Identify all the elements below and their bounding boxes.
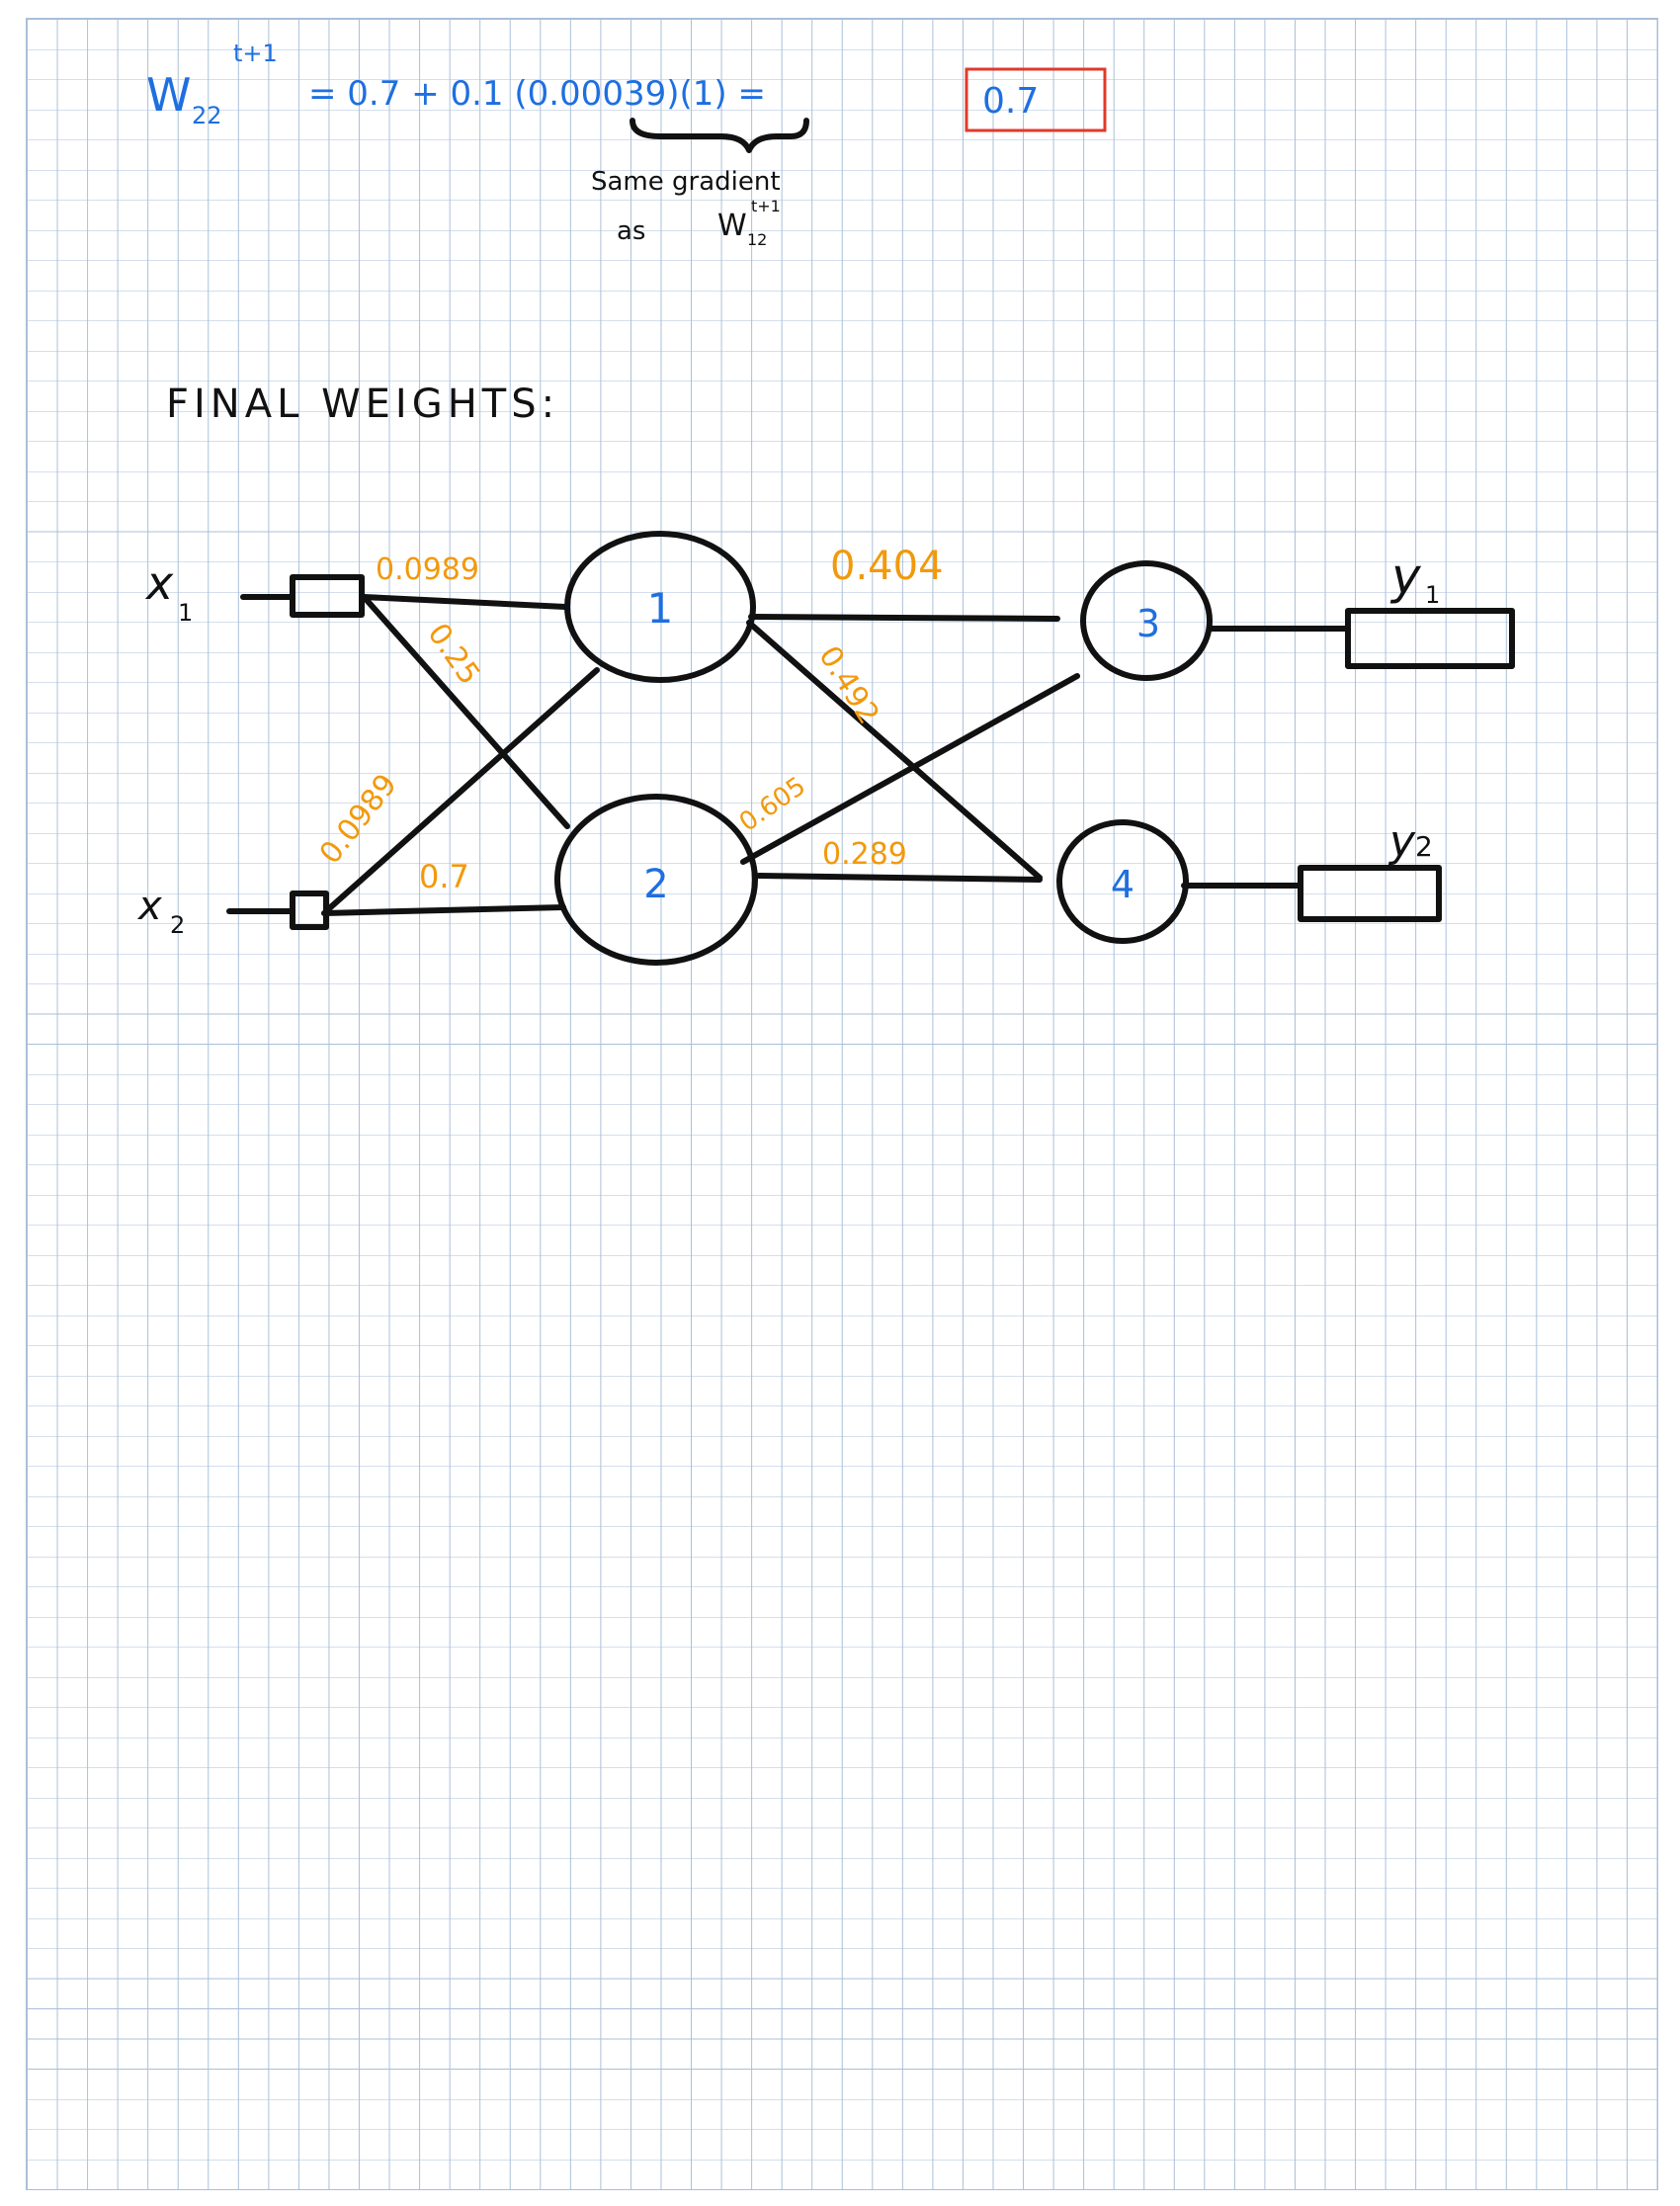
network-diagram: 1 2 3 4 x 1 x 2 y 1 y 2 0.0989 0.25 0.09… (136, 531, 1515, 966)
weight-h1-o3: 0.404 (830, 544, 944, 589)
final-weights-heading: FINAL WEIGHTS: (166, 382, 559, 427)
weight-x2-h2: 0.7 (419, 858, 469, 895)
edge-h2-o3 (740, 673, 1080, 865)
output-y1-label: y (1389, 548, 1422, 605)
edge-x1-h1 (361, 594, 568, 610)
output-box-y1 (1345, 608, 1515, 669)
output-node-4-label: 4 (1111, 863, 1134, 906)
note-symbol-subscript: 12 (747, 230, 767, 249)
output-box-y2 (1298, 865, 1442, 922)
input-x1-subscript: 1 (178, 599, 193, 627)
equation-result: 0.7 (982, 81, 1039, 122)
edge-x2-h2 (321, 904, 566, 916)
hidden-node-1-label: 1 (647, 584, 674, 633)
output-y2-subscript: 2 (1415, 830, 1433, 863)
note-symbol-superscript: t+1 (751, 197, 781, 215)
equation-lhs-symbol: W (146, 68, 191, 122)
output-node-4 (1056, 819, 1189, 944)
output-y2-label: y (1387, 816, 1416, 867)
output-y1-subscript: 1 (1425, 581, 1440, 609)
edge-h2-o4 (756, 873, 1043, 883)
graph-paper-grid (26, 18, 1658, 2190)
input-x2-label: x (136, 884, 162, 929)
input-box-x1 (290, 574, 365, 618)
hidden-node-2 (554, 794, 758, 966)
output-node-3-label: 3 (1136, 602, 1160, 645)
note-line2: as (617, 216, 645, 246)
equation-rhs: = 0.7 + 0.1 (0.00039)(1) = (308, 74, 766, 114)
equation-lhs-subscript: 22 (192, 102, 222, 129)
equation: W 22 t+1 = 0.7 + 0.1 (0.00039)(1) = 0.7 … (146, 40, 1107, 249)
output-node-3 (1080, 560, 1213, 681)
edge-h1-o4 (746, 620, 1043, 881)
input-x1-label: x (144, 556, 174, 610)
input-x2-subscript: 2 (170, 911, 185, 939)
edge-x2-h1 (323, 667, 600, 914)
equation-lhs-superscript: t+1 (233, 40, 278, 67)
input-box-x2 (290, 891, 329, 930)
weight-x1-h1: 0.0989 (376, 552, 479, 587)
hidden-node-1 (564, 531, 756, 683)
result-highlight-box (965, 67, 1107, 132)
weight-h2-o4: 0.289 (822, 837, 907, 872)
underbrace (630, 118, 809, 153)
edge-h1-o3 (748, 614, 1060, 622)
hidden-node-2-label: 2 (643, 862, 668, 907)
edge-x1-h2 (363, 596, 570, 829)
note-symbol: W (717, 209, 747, 243)
note-line1: Same gradient (591, 167, 781, 197)
weight-x1-h2: 0.25 (420, 618, 486, 692)
